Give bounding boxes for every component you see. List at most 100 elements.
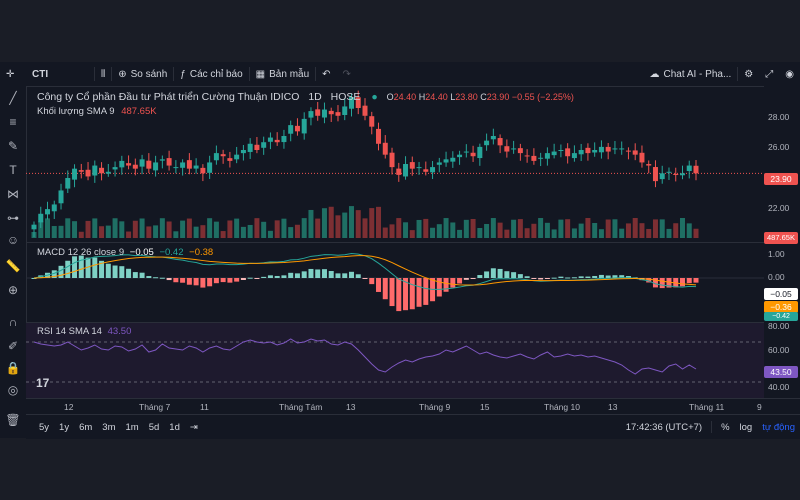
volume-bar <box>409 230 415 238</box>
macd-histogram-bar <box>585 276 591 278</box>
candle-body <box>416 167 422 169</box>
lock-drawing-icon[interactable]: ✐ <box>7 339 19 353</box>
range-3m[interactable]: 3m <box>102 421 116 433</box>
trash-icon[interactable]: 🗑 <box>5 413 21 427</box>
templates-button[interactable]: ▦ Bản mẫu <box>250 62 315 86</box>
horizontal-lines-icon[interactable]: ≡ <box>9 115 17 129</box>
indicators-button[interactable]: ƒ Các chỉ báo <box>174 62 248 86</box>
macd-histogram-bar <box>362 278 368 279</box>
date-range-icon[interactable]: ⇥ <box>189 421 198 433</box>
candle-body <box>558 150 564 151</box>
pane-divider[interactable] <box>26 322 764 323</box>
o-value: 24.40 <box>393 92 417 102</box>
volume-bar <box>227 220 233 238</box>
volume-bar <box>463 219 469 238</box>
volume-bar <box>247 224 253 238</box>
candle-body <box>119 160 125 168</box>
eye-icon[interactable]: ◎ <box>7 383 19 397</box>
emoji-icon[interactable]: ☺ <box>6 233 20 247</box>
volume-bar <box>45 218 51 238</box>
crosshair-icon[interactable]: ✛ <box>6 68 15 80</box>
candle-body <box>240 150 246 154</box>
macd-histogram-bar <box>551 277 557 279</box>
volume-bar <box>166 221 172 238</box>
percent-toggle[interactable]: % <box>721 421 730 433</box>
zoom-in-icon[interactable]: ⊕ <box>7 283 19 297</box>
macd-histogram-bar <box>281 275 287 278</box>
range-6m[interactable]: 6m <box>79 421 93 433</box>
plus-circle-icon: ⊕ <box>118 68 127 80</box>
candle-body <box>686 165 692 172</box>
tradingview-logo[interactable]: 17 <box>36 376 50 390</box>
brush-icon[interactable]: ✎ <box>7 139 19 153</box>
camera-icon[interactable]: ◉ <box>785 68 794 80</box>
volume-bar <box>254 218 260 238</box>
measure-lines-icon[interactable]: ⊶ <box>7 211 19 225</box>
divider <box>173 67 175 81</box>
candle-body <box>78 170 84 172</box>
chart-canvas[interactable] <box>26 86 764 398</box>
range-5y[interactable]: 5y <box>39 421 50 433</box>
chart-area[interactable]: Công ty Cổ phần Đầu tư Phát triển Cường … <box>26 86 764 398</box>
candle-body <box>159 159 165 161</box>
clock[interactable]: 17:42:36 (UTC+7) <box>625 421 703 433</box>
compare-button[interactable]: ⊕ So sánh <box>112 62 173 86</box>
lock-icon[interactable]: 🔒 <box>5 361 21 375</box>
volume-bar <box>666 228 672 238</box>
candle-body <box>112 167 118 170</box>
symbol-search[interactable]: CTI <box>26 62 94 86</box>
pane-divider[interactable] <box>26 242 764 243</box>
candle-body <box>146 160 152 169</box>
candle-body <box>598 146 604 153</box>
macd-histogram-bar <box>321 269 327 278</box>
macd-histogram-bar <box>376 278 382 292</box>
candle-body <box>646 164 652 166</box>
range-1d[interactable]: 1d <box>169 421 180 433</box>
price-axis[interactable]: 28.00 26.00 23.90 22.00 487.65K 1.00 0.0… <box>764 86 800 398</box>
macd-histogram-bar <box>315 269 321 278</box>
text-icon[interactable]: T <box>9 163 17 177</box>
macd-badge-3: −0.42 <box>764 312 798 321</box>
rsi-tick: 80.00 <box>768 321 790 331</box>
range-5d[interactable]: 5d <box>148 421 160 433</box>
pattern-icon[interactable]: ⋈ <box>7 187 19 201</box>
undo-icon[interactable]: ↶ <box>322 68 331 80</box>
divider <box>94 67 95 81</box>
settings-gear-icon[interactable]: ⚙ <box>744 68 754 80</box>
candle-body <box>450 157 456 162</box>
live-dot-icon: ● <box>371 91 378 103</box>
range-1y[interactable]: 1y <box>59 421 70 433</box>
fullscreen-icon[interactable]: ⤢ <box>765 68 774 80</box>
trendline-icon[interactable]: ╱ <box>9 91 17 105</box>
volume-bar <box>213 221 219 238</box>
candle-body <box>335 112 341 116</box>
magnet-icon[interactable]: ∩ <box>8 315 18 329</box>
macd-histogram-bar <box>254 278 260 279</box>
volume-bar <box>267 230 273 238</box>
time-tick: 12 <box>64 402 74 412</box>
macd-histogram-bar <box>396 278 402 312</box>
candle-body <box>72 168 78 180</box>
chat-ai-button[interactable]: ☁ Chat AI - Pha... <box>643 62 737 86</box>
redo-icon[interactable]: ↷ <box>342 68 351 80</box>
price-tick: 26.00 <box>768 142 790 152</box>
macd-histogram-bar <box>288 272 294 278</box>
volume-bar <box>652 219 658 238</box>
macd-histogram-bar <box>605 275 611 278</box>
ruler-icon[interactable]: 📏 <box>5 259 21 273</box>
log-toggle[interactable]: log <box>739 421 753 433</box>
candle-body <box>227 158 233 161</box>
macd-histogram-bar <box>146 276 152 278</box>
time-axis[interactable]: 12 Tháng 7 11 Tháng Tám 13 Tháng 9 15 Th… <box>26 398 800 415</box>
macd-histogram-bar <box>625 276 631 278</box>
range-1m[interactable]: 1m <box>125 421 139 433</box>
auto-toggle[interactable]: tự động <box>762 421 795 433</box>
volume-bar <box>173 231 179 238</box>
volume-bar <box>619 228 625 238</box>
candle-body <box>551 151 557 156</box>
candle-style-icon[interactable]: ⫴ <box>101 68 106 80</box>
volume-bar <box>558 219 564 238</box>
candle-body <box>376 128 382 144</box>
macd-histogram-bar <box>132 272 138 278</box>
candle-body <box>180 162 186 168</box>
